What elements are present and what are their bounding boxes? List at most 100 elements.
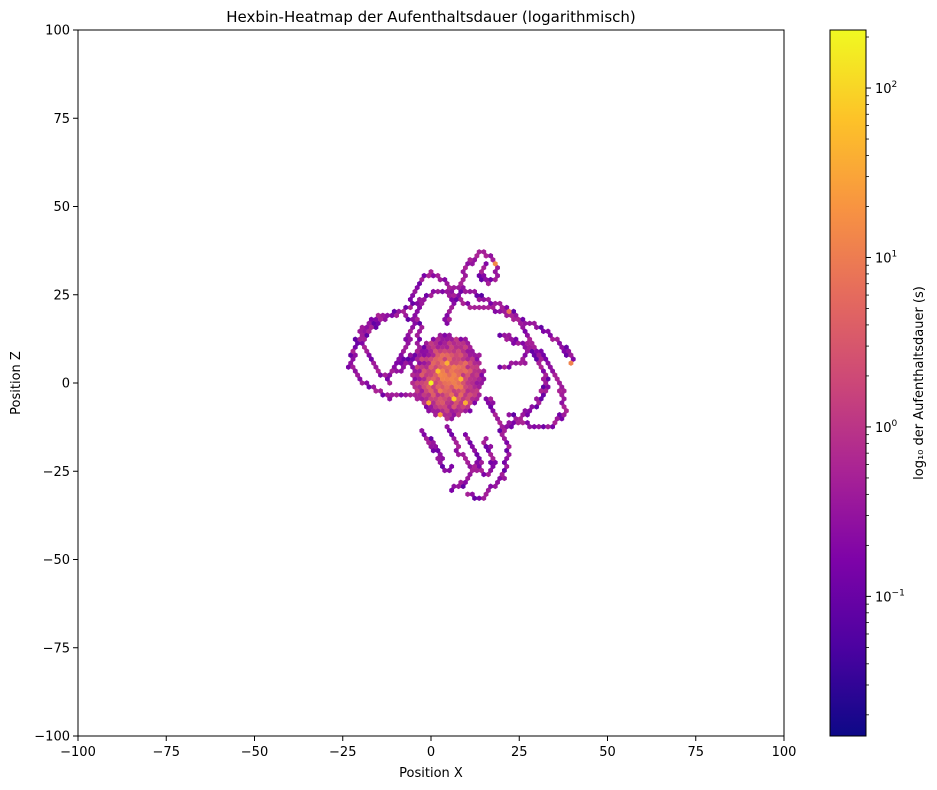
hexbin-cell bbox=[524, 348, 530, 354]
hexbin-cell bbox=[476, 376, 482, 382]
hexbin-cell bbox=[421, 360, 427, 366]
hexbin-cell bbox=[469, 388, 475, 394]
hexbin-cell bbox=[481, 495, 487, 502]
colorbar-tick-label: 102 bbox=[875, 80, 897, 97]
hexbin-cell bbox=[456, 412, 461, 418]
hexbin-cell bbox=[520, 340, 526, 347]
y-tick-label: −100 bbox=[34, 730, 70, 745]
hexbin-cell bbox=[476, 392, 482, 398]
hexbin-cell bbox=[479, 268, 484, 275]
hexbin-cell bbox=[424, 404, 429, 410]
hexbin-cell bbox=[485, 471, 491, 478]
hexbin-cell bbox=[449, 344, 455, 351]
hexbin-cell bbox=[371, 320, 377, 327]
hexbin-cell bbox=[497, 419, 503, 426]
hexbin-cell bbox=[446, 356, 452, 362]
hexbin-cell bbox=[440, 408, 445, 414]
hexbin-cell bbox=[412, 352, 418, 358]
hexbin-cell bbox=[534, 396, 539, 402]
hexbin-cell bbox=[460, 348, 466, 354]
hexbin-cell bbox=[559, 384, 565, 390]
hexbin-cell bbox=[453, 400, 459, 406]
hexbin-cell bbox=[449, 336, 455, 343]
hexbin-cell bbox=[481, 249, 487, 255]
hexbin-cell bbox=[410, 316, 416, 323]
hexbin-cell bbox=[449, 400, 455, 406]
hexbin-cell bbox=[465, 380, 471, 386]
hexbin-cell bbox=[435, 408, 441, 414]
hexbin-cell bbox=[437, 356, 443, 362]
hexbin-cell bbox=[433, 404, 438, 410]
hexbin-cell bbox=[387, 380, 393, 386]
hexbin-cell bbox=[474, 292, 480, 299]
hexbin-cell bbox=[520, 412, 526, 418]
hexbin-cell bbox=[467, 368, 473, 374]
hexbin-cell bbox=[479, 276, 484, 283]
hexbin-cell bbox=[488, 443, 494, 450]
hexbin-cell bbox=[538, 348, 544, 354]
hexbin-cell bbox=[378, 372, 383, 378]
hexbin-cell bbox=[524, 419, 530, 426]
hexbin-cell bbox=[446, 427, 452, 434]
hexbin-cell bbox=[502, 308, 507, 315]
hexbin-cell bbox=[472, 288, 477, 295]
hexbin-cell bbox=[463, 288, 468, 295]
hexbin-cell bbox=[481, 264, 487, 271]
hexbin-cell bbox=[449, 384, 455, 390]
hexbin-cell bbox=[472, 257, 477, 263]
hexbin-cell bbox=[488, 253, 494, 259]
hexbin-cell bbox=[405, 340, 411, 347]
hexbin-cell bbox=[428, 396, 434, 402]
hexbin-cell bbox=[352, 336, 358, 343]
hexbin-cell bbox=[513, 336, 519, 343]
hexbin-cell bbox=[550, 368, 556, 374]
hexbin-cell bbox=[444, 423, 450, 430]
hexbin-cell bbox=[435, 368, 441, 374]
hexbin-cell bbox=[465, 435, 471, 442]
hexbin-cell bbox=[364, 324, 370, 331]
hexbin-cell bbox=[412, 392, 418, 398]
hexbin-cell bbox=[444, 368, 450, 374]
hexbin-cell bbox=[424, 435, 429, 442]
hexbin-cell bbox=[520, 356, 526, 362]
hexbin-cell bbox=[557, 380, 562, 386]
hexbin-cell bbox=[463, 384, 468, 390]
hexbin-cell bbox=[442, 372, 448, 378]
hexbin-cell bbox=[474, 356, 480, 362]
hexbin-cell bbox=[426, 368, 432, 374]
hexbin-cell bbox=[414, 340, 420, 347]
hexbin-cell bbox=[449, 288, 455, 295]
hexbin-cell bbox=[453, 368, 459, 374]
hexbin-cell bbox=[456, 483, 461, 490]
hexbin-cell bbox=[350, 364, 356, 370]
y-tick-label: −50 bbox=[43, 553, 70, 568]
hexbin-cell bbox=[368, 316, 374, 323]
hexbin-cell bbox=[444, 360, 450, 366]
hexbin-cell bbox=[362, 336, 367, 343]
hexbin-cell bbox=[412, 368, 418, 374]
hexbin-cell bbox=[465, 404, 471, 410]
hexbin-cell bbox=[382, 372, 388, 378]
hexbin-cell bbox=[412, 384, 418, 390]
hexbin-cell bbox=[508, 423, 514, 430]
hexbin-cell bbox=[391, 364, 397, 370]
hexbin-cell bbox=[449, 376, 455, 382]
hexbin-cell bbox=[433, 348, 438, 354]
hexbin-cell bbox=[417, 328, 422, 335]
hexbin-cell bbox=[508, 336, 514, 343]
hexbin-cell bbox=[419, 276, 425, 283]
hexbin-cell bbox=[366, 384, 372, 390]
hexbin-cells bbox=[345, 249, 576, 502]
hexbin-cell bbox=[426, 400, 432, 406]
hexbin-cell bbox=[419, 380, 425, 386]
hexbin-cell bbox=[364, 332, 370, 339]
hexbin-cell bbox=[440, 463, 445, 470]
hexbin-cell bbox=[479, 372, 484, 378]
hexbin-cell bbox=[430, 400, 436, 406]
hexbin-cell bbox=[456, 348, 461, 354]
hexbin-cell bbox=[479, 380, 484, 386]
hexbin-cell bbox=[437, 396, 443, 402]
hexbin-cell bbox=[559, 400, 565, 406]
hexbin-cell bbox=[421, 344, 427, 351]
